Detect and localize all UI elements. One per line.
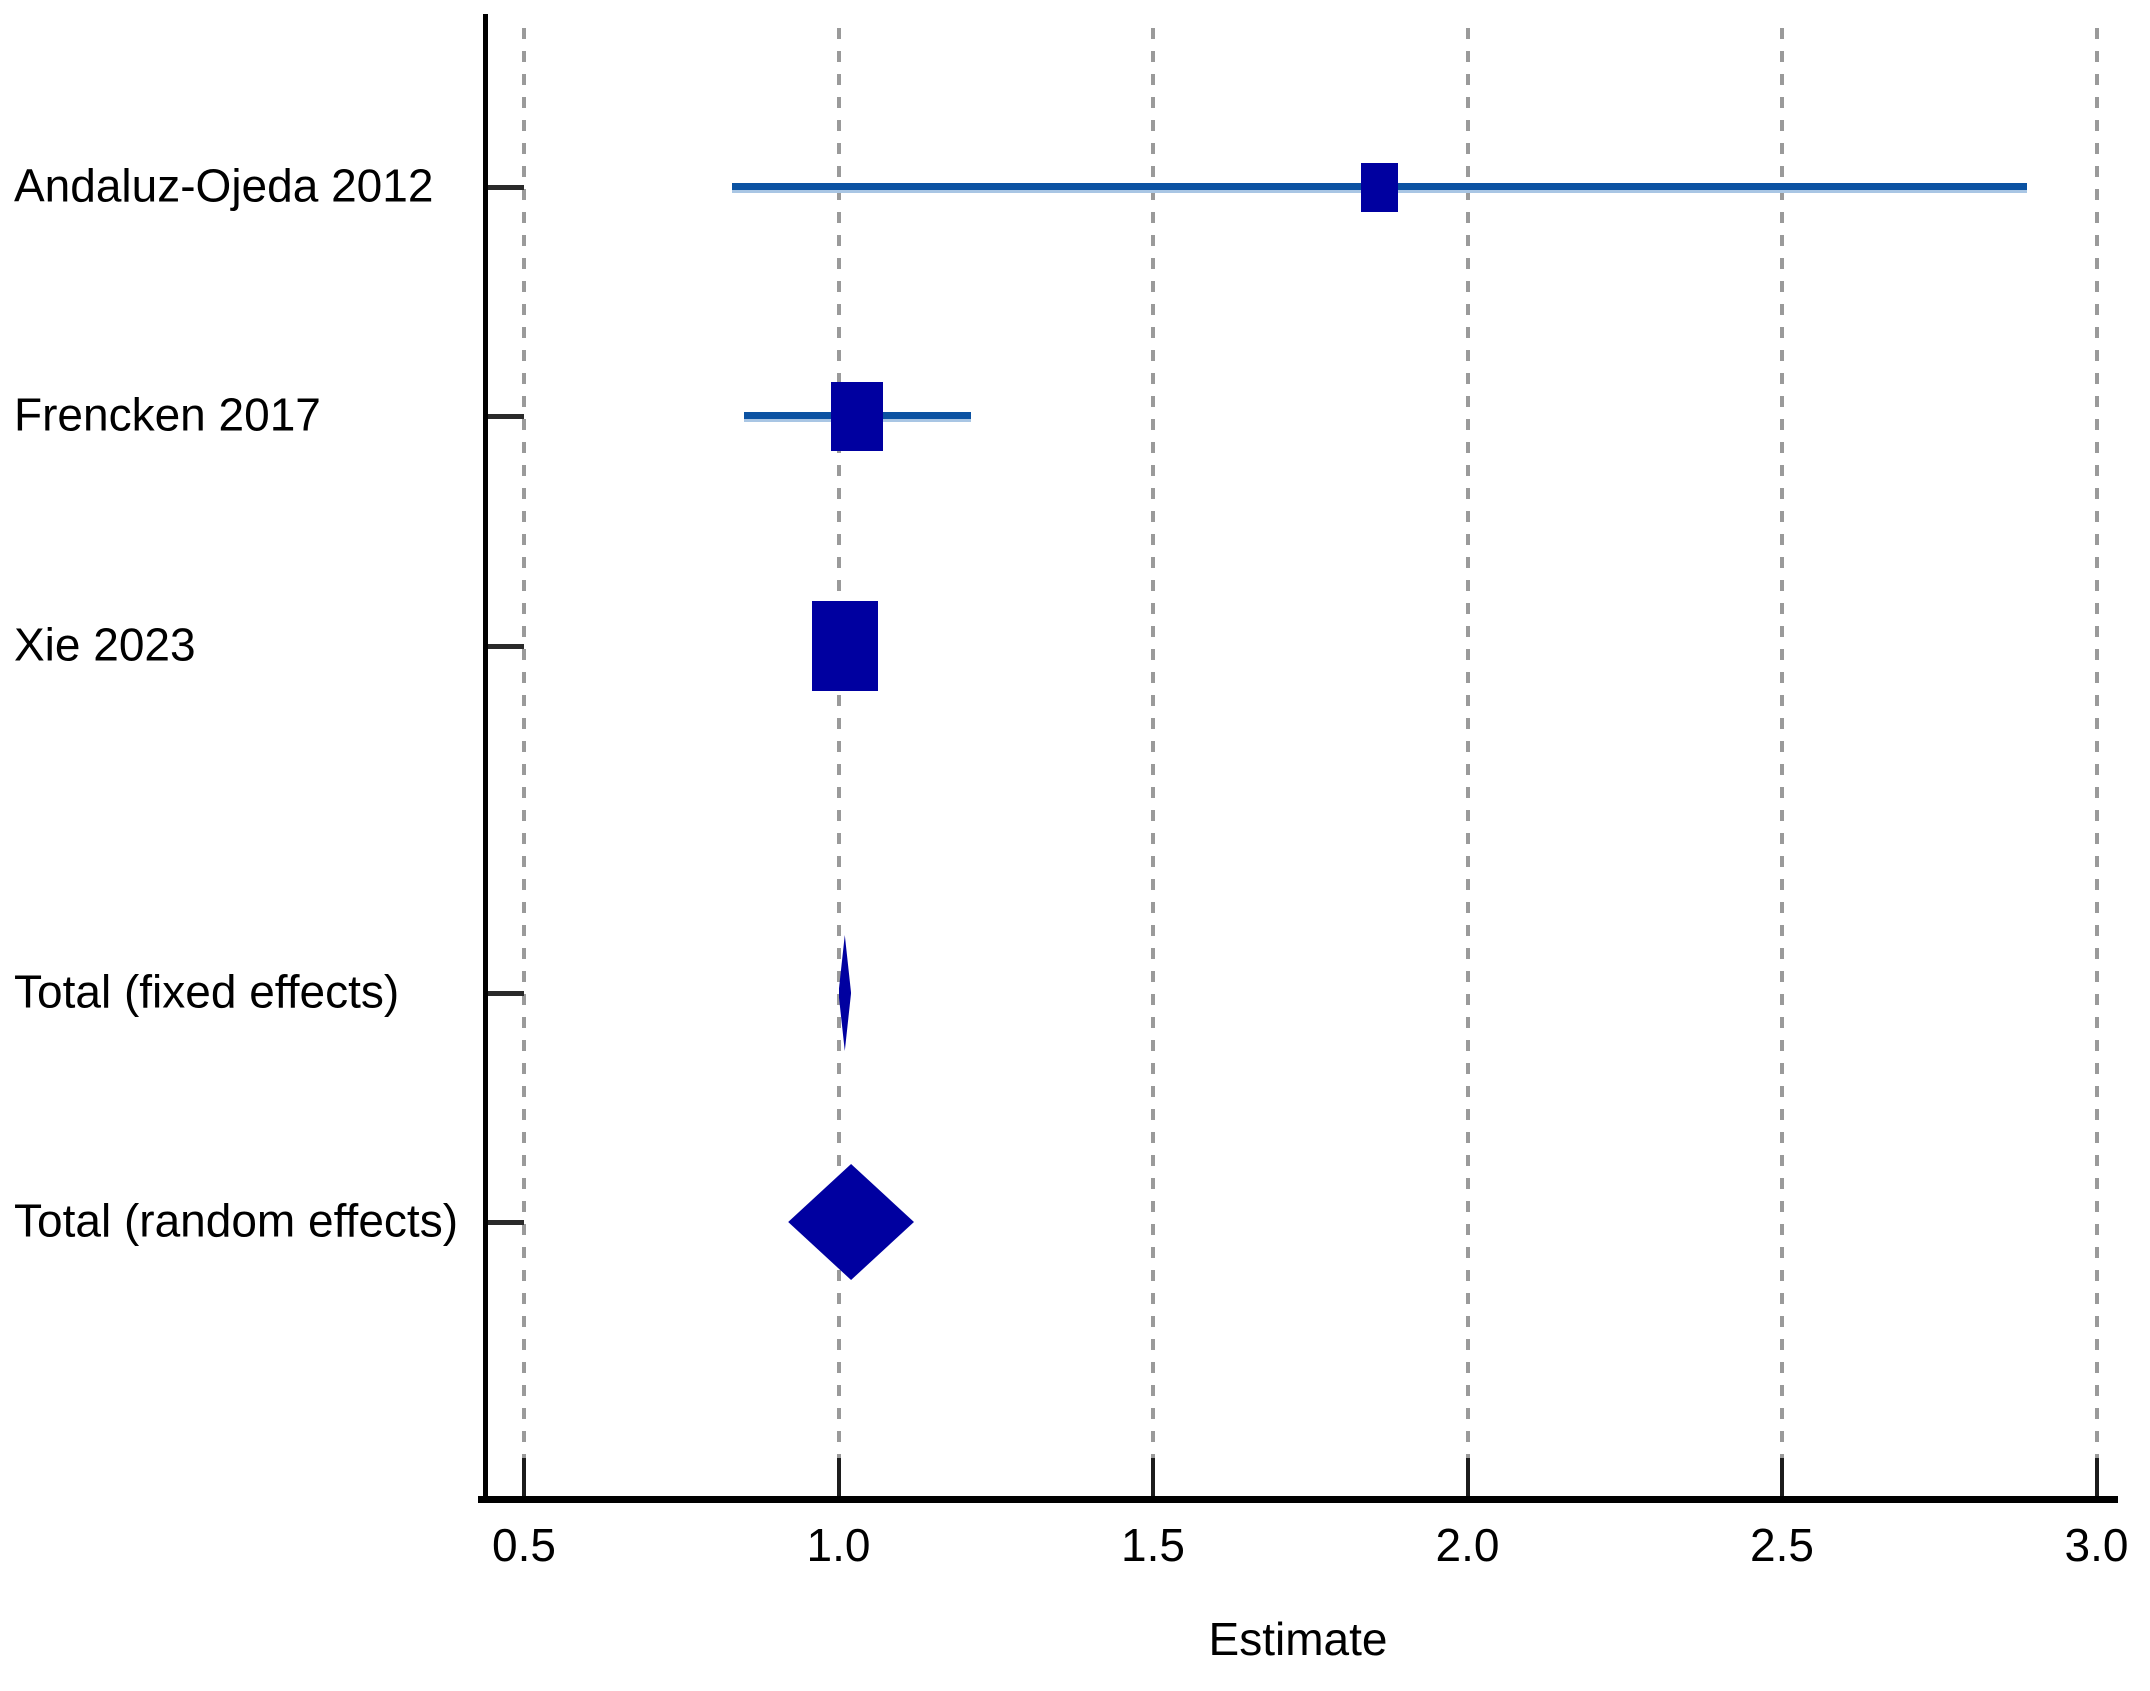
x-tick-label: 3.0 <box>2064 1519 2129 1571</box>
summary-diamond <box>788 1164 914 1280</box>
y-axis-line <box>483 14 488 1503</box>
gridline <box>1465 28 1470 1496</box>
x-axis-tick <box>522 1458 526 1496</box>
estimate-marker-square <box>831 381 884 451</box>
x-axis-line <box>478 1496 2118 1503</box>
x-axis-tick <box>2094 1458 2099 1496</box>
y-axis-tick <box>488 414 524 419</box>
gridline <box>1151 28 1155 1496</box>
x-axis-tick <box>836 1458 841 1496</box>
estimate-marker-square <box>811 601 878 691</box>
x-tick-label: 1.5 <box>1121 1519 1185 1571</box>
x-axis-title: Estimate <box>1208 1613 1388 1665</box>
row-label: Xie 2023 <box>14 618 196 671</box>
y-axis-tick <box>488 1220 524 1225</box>
row-label: Total (fixed effects) <box>14 965 400 1018</box>
x-axis-tick <box>1780 1458 1784 1496</box>
x-tick-label: 1.0 <box>806 1519 871 1571</box>
y-axis-tick <box>488 991 524 996</box>
y-axis-tick <box>488 185 524 190</box>
row-label: Frencken 2017 <box>14 388 321 441</box>
gridline <box>836 28 841 1496</box>
x-axis-tick <box>1151 1458 1155 1496</box>
gridline <box>2094 28 2099 1496</box>
estimate-marker-square <box>1360 162 1398 212</box>
x-tick-label: 0.5 <box>492 1519 556 1571</box>
x-tick-label: 2.0 <box>1435 1519 1500 1571</box>
gridline <box>522 28 526 1496</box>
x-axis-tick <box>1465 1458 1470 1496</box>
y-axis-tick <box>488 644 524 649</box>
summary-diamond <box>838 935 852 1051</box>
x-tick-label: 2.5 <box>1750 1519 1814 1571</box>
row-label: Total (random effects) <box>14 1194 459 1247</box>
gridline <box>1780 28 1784 1496</box>
row-label: Andaluz-Ojeda 2012 <box>14 159 434 212</box>
